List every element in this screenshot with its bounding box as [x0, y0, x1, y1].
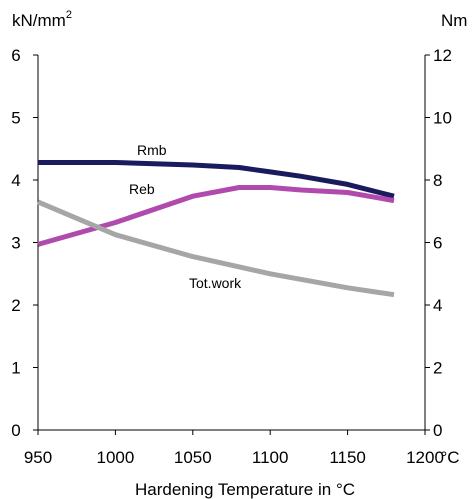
- series-line-rmb: [38, 160, 395, 199]
- x-unit-suffix: °C: [440, 448, 459, 467]
- y-right-tick-labels: 0 2 4 6 8 10 12: [433, 46, 452, 440]
- y-right-tick-label: 8: [433, 171, 442, 190]
- y-left-tick-label: 6: [11, 46, 20, 65]
- x-tick-label: 1100: [252, 448, 289, 467]
- series-label-totwork: Tot.work: [189, 275, 242, 291]
- y-right-tick-label: 4: [433, 296, 442, 315]
- y-right-tick-label: 10: [433, 109, 452, 128]
- series-label-reb: Reb: [129, 181, 155, 197]
- y-left-tick-label: 5: [11, 109, 20, 128]
- y-left-tick-label: 2: [11, 296, 20, 315]
- y-left-tick-label: 0: [11, 421, 20, 440]
- y-left-tick-labels: 0 1 2 3 4 5 6: [11, 46, 20, 440]
- series-line-reb: [37, 185, 395, 247]
- x-tick-label: 950: [24, 448, 52, 467]
- x-tick-labels: 950 1000 1050 1100 1150 1200: [24, 448, 444, 467]
- y-left-tick-label: 3: [11, 234, 20, 253]
- x-tick-label: 1050: [174, 448, 212, 467]
- y-right-tick-label: 12: [433, 46, 452, 65]
- x-tick-label: 1150: [329, 448, 366, 467]
- y-right-tick-label: 2: [433, 359, 442, 378]
- y-left-unit-label: kN/mm2: [12, 9, 72, 30]
- y-left-unit-text: kN/mm: [12, 11, 66, 30]
- y-right-unit-label: Nm: [441, 11, 467, 30]
- x-tick-label: 1200: [406, 448, 444, 467]
- y-right-tick-label: 6: [433, 234, 442, 253]
- y-left-unit-superscript: 2: [66, 9, 72, 21]
- y-right-tick-label: 0: [433, 421, 442, 440]
- x-axis-title: Hardening Temperature in °C: [135, 480, 355, 499]
- series-label-rmb: Rmb: [137, 142, 167, 158]
- axes: [33, 54, 430, 435]
- series-lines: [37, 160, 395, 298]
- y-left-tick-label: 4: [11, 171, 20, 190]
- y-left-tick-label: 1: [11, 359, 20, 378]
- series-line-totwork: [37, 199, 395, 298]
- x-tick-label: 1000: [96, 448, 134, 467]
